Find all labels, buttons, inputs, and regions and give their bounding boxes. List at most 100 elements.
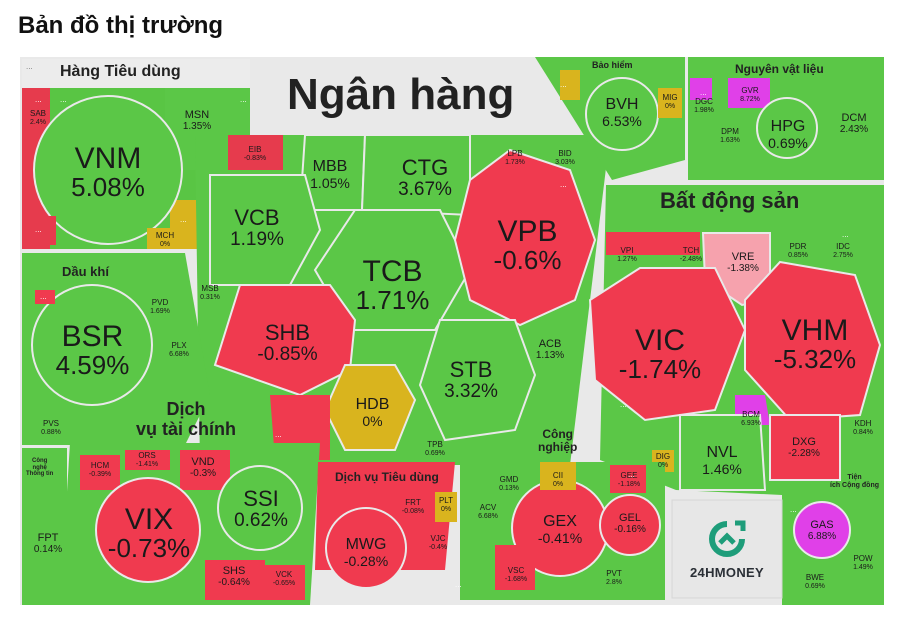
placeholder-tile[interactable]: ...	[790, 505, 797, 514]
placeholder-tile[interactable]: ...	[26, 62, 33, 71]
tile-idc[interactable]: IDC 2.75%	[828, 242, 858, 260]
tile-gel[interactable]: GEL -0.16%	[608, 510, 652, 538]
tile-code: ACV	[479, 503, 497, 513]
tile-plt[interactable]: PLT 0%	[435, 496, 457, 514]
tile-vnd[interactable]: VND -0.3%	[183, 455, 223, 481]
tile-pct: -1.74%	[618, 354, 702, 385]
tile-code: GVR	[741, 86, 759, 96]
tile-plx[interactable]: PLX 6.68%	[163, 340, 195, 360]
placeholder-tile[interactable]: ...	[60, 95, 67, 104]
tile-gmd[interactable]: GMD 0.13%	[495, 475, 523, 493]
tile-pdr[interactable]: PDR 0.85%	[783, 242, 813, 260]
tile-eib[interactable]: EIB -0.83%	[235, 145, 275, 163]
tile-hpg[interactable]: HPG 0.69%	[762, 117, 814, 153]
tile-pct: 3.67%	[398, 178, 452, 200]
tile-ssi[interactable]: SSI 0.62%	[225, 485, 297, 533]
placeholder-tile[interactable]: ...	[560, 80, 567, 89]
tile-ctg[interactable]: CTG 3.67%	[385, 155, 465, 201]
tile-frt[interactable]: FRT -0.08%	[395, 497, 431, 517]
tile-bsr[interactable]: BSR 4.59%	[45, 320, 140, 380]
tile-pvd[interactable]: PVD 1.69%	[146, 298, 174, 316]
tile-pvs[interactable]: PVS 0.88%	[34, 417, 68, 439]
tile-vpi[interactable]: VPI 1.27%	[612, 245, 642, 265]
tile-dpm[interactable]: DPM 1.63%	[712, 125, 748, 147]
tile-mbb[interactable]: MBB 1.05%	[302, 157, 358, 193]
tile-gee[interactable]: GEE -1.18%	[614, 471, 644, 488]
tile-gex[interactable]: GEX -0.41%	[528, 512, 592, 548]
tile-mig[interactable]: MIG 0%	[660, 93, 680, 111]
tile-acb[interactable]: ACB 1.13%	[530, 337, 570, 363]
tile-acv[interactable]: ACV 6.68%	[472, 502, 504, 522]
placeholder-tile[interactable]: ...	[455, 580, 462, 589]
tile-code: LPB	[507, 149, 523, 159]
tile-vsc[interactable]: VSC -1.68%	[500, 565, 532, 585]
tile-kdh[interactable]: KDH 0.84%	[848, 418, 878, 438]
tile-vre[interactable]: VRE -1.38%	[718, 250, 768, 276]
brand-logo: 24HMONEY	[672, 500, 782, 598]
tile-code: VPI	[620, 246, 634, 256]
tile-hdb[interactable]: HDB 0%	[345, 392, 400, 434]
tile-ors[interactable]: ORS -1.41%	[132, 451, 162, 468]
tile-nvl[interactable]: NVL 1.46%	[692, 443, 752, 479]
tile-vhm[interactable]: VHM -5.32%	[760, 312, 870, 376]
placeholder-tile[interactable]: ...	[275, 430, 282, 439]
placeholder-tile[interactable]: ...	[180, 215, 187, 224]
tile-vcb[interactable]: VCB 1.19%	[222, 205, 292, 251]
tile-pct: 6.88%	[807, 530, 837, 542]
tile-vix[interactable]: VIX -0.73%	[102, 502, 196, 562]
tile-bid[interactable]: BID 3.03%	[545, 147, 585, 169]
placeholder-tile[interactable]: ...	[620, 400, 627, 409]
tile-lpb[interactable]: LPB 1.73%	[495, 147, 535, 169]
tile-pow[interactable]: POW 1.49%	[848, 553, 878, 573]
placeholder-tile[interactable]: ...	[35, 225, 42, 234]
tile-vpb[interactable]: VPB -0.6%	[480, 215, 575, 275]
tile-mwg[interactable]: MWG -0.28%	[336, 535, 396, 571]
tile-bcm[interactable]: BCM 6.93%	[738, 410, 764, 427]
tile-shs[interactable]: SHS -0.64%	[212, 564, 256, 590]
tile-vnm[interactable]: VNM 5.08%	[60, 135, 156, 209]
tile-dig[interactable]: DIG 0%	[652, 452, 674, 470]
tile-vck[interactable]: VCK -0.65%	[268, 570, 300, 588]
tile-dgc[interactable]: DGC 1.98%	[692, 97, 716, 114]
tile-bwe[interactable]: BWE 0.69%	[800, 573, 830, 591]
tile-mch[interactable]: MCH 0%	[150, 231, 180, 248]
tile-pct: -0.85%	[257, 343, 318, 365]
placeholder-tile[interactable]: ...	[628, 470, 635, 479]
tile-code: MSN	[184, 108, 210, 121]
tile-shb[interactable]: SHB -0.85%	[245, 320, 330, 366]
tile-dcm[interactable]: DCM 2.43%	[832, 110, 876, 138]
tile-cii[interactable]: CII 0%	[545, 471, 571, 488]
tile-code: DCM	[841, 111, 867, 124]
tile-vic[interactable]: VIC -1.74%	[605, 322, 715, 386]
placeholder-tile[interactable]: ...	[842, 230, 849, 239]
tile-code: VIX	[124, 502, 174, 536]
tile-code: SHS	[222, 564, 246, 577]
tile-msn[interactable]: MSN 1.35%	[172, 105, 222, 137]
tile-msb[interactable]: MSB 0.31%	[196, 284, 224, 302]
placeholder-tile[interactable]: ...	[700, 88, 707, 97]
placeholder-tile[interactable]: ...	[40, 292, 47, 301]
sector-label-bat-dong-san: Bất động sản	[660, 188, 800, 213]
placeholder-tile[interactable]: ...	[240, 95, 247, 104]
tile-code: VRE	[731, 250, 755, 263]
tile-tpb[interactable]: TPB 0.69%	[423, 440, 447, 458]
tile-tch[interactable]: TCH -2.48%	[676, 245, 706, 265]
placeholder-tile[interactable]: ...	[560, 180, 567, 189]
tile-bvh[interactable]: BVH 6.53%	[590, 93, 654, 133]
tile-code: PVD	[151, 298, 169, 308]
tile-stb[interactable]: STB 3.32%	[432, 355, 510, 405]
tile-sab[interactable]: SAB 2.4%	[26, 108, 50, 128]
tile-tcb[interactable]: TCB 1.71%	[345, 255, 440, 315]
tile-gvr[interactable]: GVR 8.72%	[732, 85, 768, 105]
placeholder-tile[interactable]: ...	[35, 95, 42, 104]
tile-gas[interactable]: GAS 6.88%	[800, 516, 844, 546]
tile-pct: -0.08%	[401, 507, 425, 515]
tile-pvt[interactable]: PVT 2.8%	[598, 567, 630, 589]
tile-dxg[interactable]: DXG -2.28%	[776, 434, 832, 462]
tile-vjc[interactable]: VJC -0.4%	[420, 532, 456, 554]
tile-fpt[interactable]: FPT 0.14%	[28, 530, 68, 558]
tile-hcm[interactable]: HCM -0.39%	[84, 460, 116, 480]
tile-code: VPB	[497, 214, 558, 248]
